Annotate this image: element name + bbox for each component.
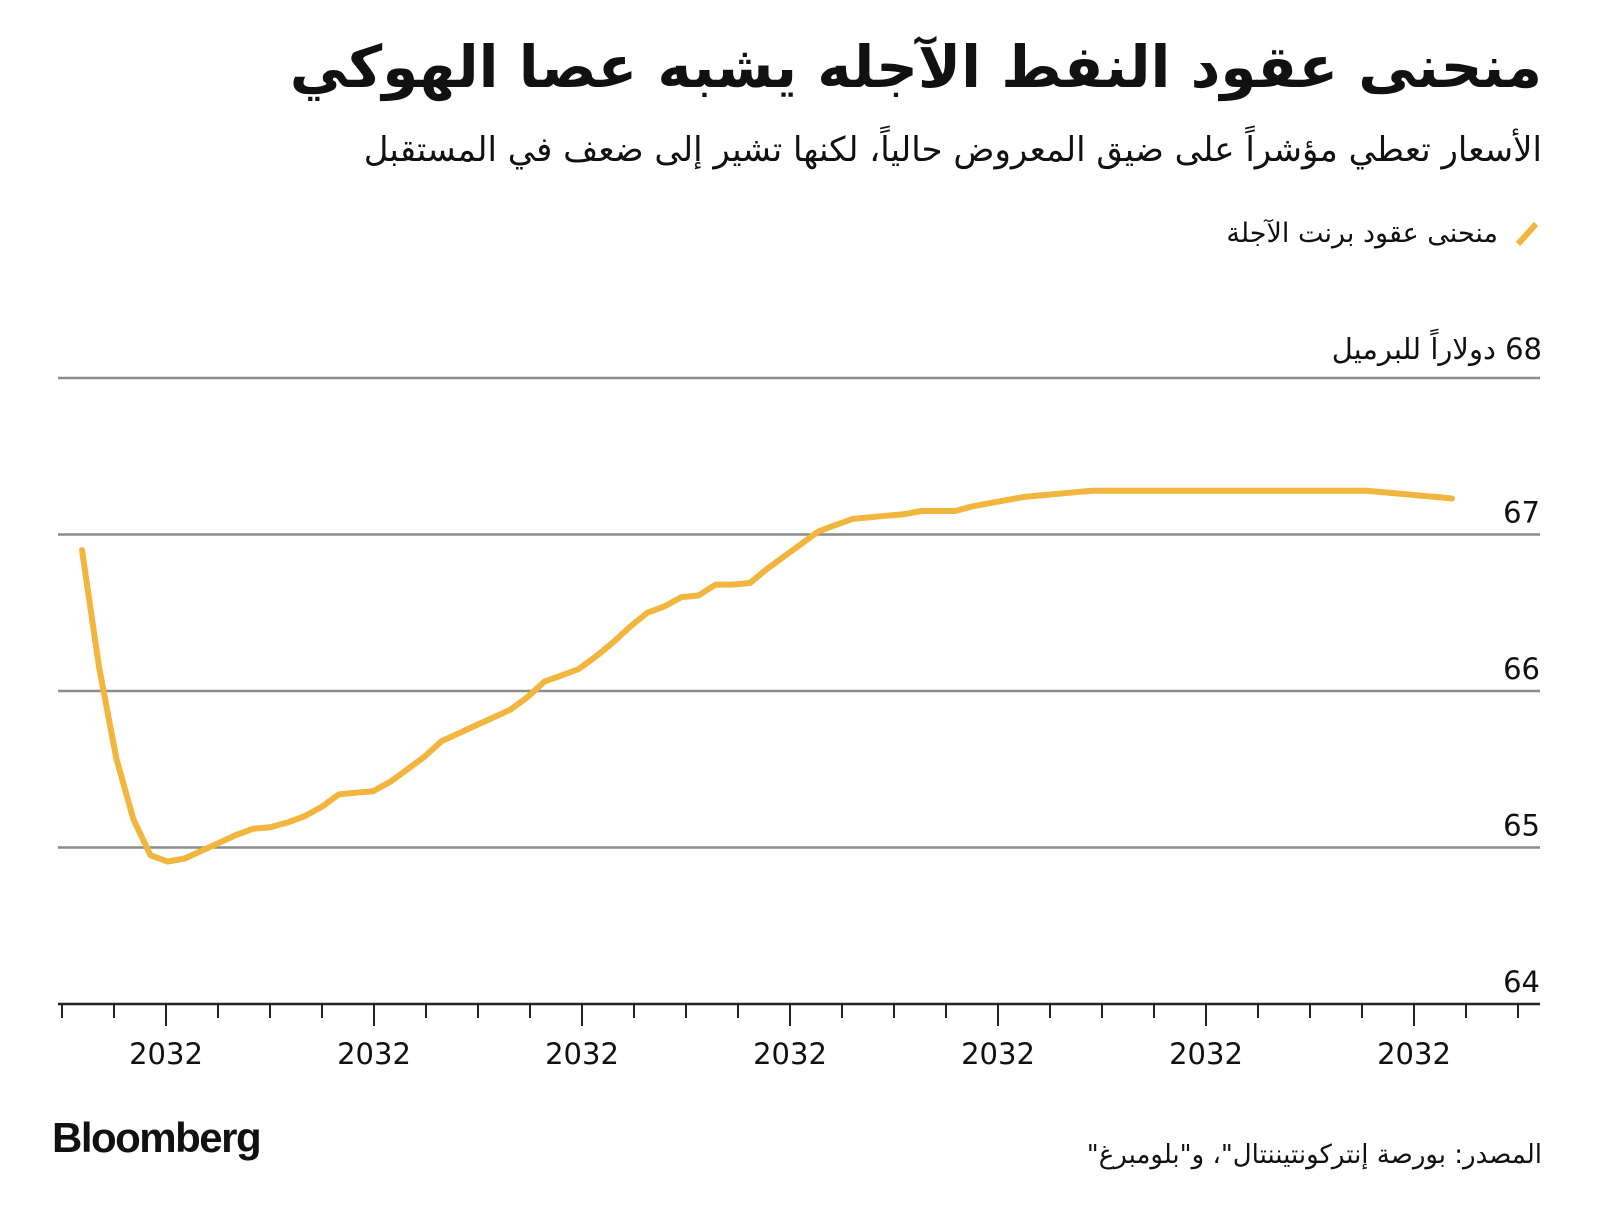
x-tick-label: 2032 [1169,1037,1243,1071]
legend: منحنى عقود برنت الآجلة [1226,218,1542,249]
legend-label: منحنى عقود برنت الآجلة [1226,218,1498,249]
source-note: المصدر: بورصة إنتركونتيننتال"، و"بلومبرغ… [1086,1140,1542,1170]
y-tick-label: 67 [1503,496,1540,530]
x-tick-label: 2032 [1377,1037,1451,1071]
x-tick-label: 2032 [961,1037,1035,1071]
series-line-brent [79,487,1455,865]
x-tick-label: 2032 [753,1037,827,1071]
chart-subtitle: الأسعار تعطي مؤشراً على ضيق المعروض حالي… [363,130,1542,170]
y-tick-label: 66 [1503,652,1540,686]
y-axis-unit-label: 68 دولاراً للبرميل [1331,332,1542,366]
legend-swatch [1515,221,1539,246]
x-tick-label: 2032 [337,1037,411,1071]
x-tick-label: 2032 [545,1037,619,1071]
x-tick-label: 2032 [129,1037,203,1071]
bloomberg-logo: Bloomberg [52,1114,262,1161]
y-tick-label: 65 [1503,809,1540,843]
y-tick-label: 64 [1503,965,1540,999]
chart-title: منحنى عقود النفط الآجله يشبه عصا الهوكي [289,33,1542,101]
